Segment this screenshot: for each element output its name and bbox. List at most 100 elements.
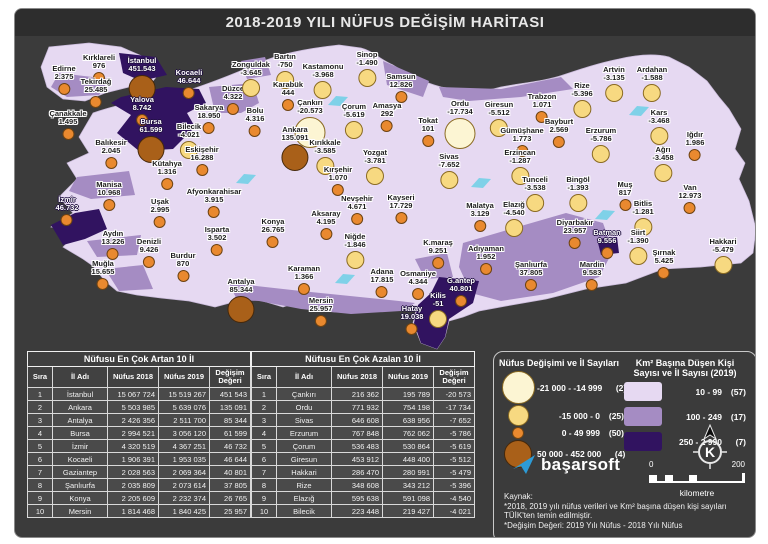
legend-range: 50 000 - 452 000 (537, 449, 602, 459)
province-marker: Amasya 292 (373, 102, 401, 132)
table-cell: 135 091 (209, 400, 251, 414)
table-cell: -20 573 (433, 387, 475, 401)
province-change-value: 12.826 (389, 80, 413, 89)
province-name: Ağrı (655, 145, 671, 154)
province-name: Trabzon (527, 92, 557, 101)
province-change-value: -1.846 (344, 240, 366, 249)
table-cell: 9 (27, 491, 53, 505)
table-row: 8 Şanlıurfa 2 035 809 2 073 614 37 805 (27, 478, 251, 492)
table-cell: Bursa (52, 426, 108, 440)
province-name: Kırklareli (82, 53, 116, 62)
province-name: Bingöl (566, 175, 590, 184)
province-circle (60, 214, 73, 226)
province-circle (654, 164, 672, 182)
table-cell: 85 344 (209, 413, 251, 427)
province-change-value: 5.425 (654, 256, 674, 265)
province-change-value: -3.968 (312, 70, 334, 79)
compass-letter: K (705, 444, 715, 460)
province-marker: Erzincan -1.287 (504, 148, 536, 185)
province-name: Afyonkarahisar (186, 187, 242, 196)
table-cell: 1 814 468 (107, 504, 159, 518)
legend-item: -15 000 - 0 (25) (499, 405, 624, 426)
legend-count: (25) (608, 410, 624, 421)
province-change-value: 1.773 (512, 134, 532, 143)
table-cell: 5 (27, 439, 53, 453)
table-title: Nüfusu En Çok Artan 10 İl (27, 351, 251, 367)
province-circle (619, 199, 631, 211)
province-name: İzmir (58, 195, 76, 204)
legend-range: 250 - 2 990 (678, 436, 722, 447)
province-name: Kırşehir (323, 165, 353, 174)
table-cell: Konya (52, 491, 108, 505)
basarsoft-logo-text: başarsoft (541, 455, 621, 474)
table-cell: 2 (251, 400, 277, 414)
source-line: *2018, 2019 yılı nüfus verileri ve Km² b… (504, 501, 727, 521)
province-change-value: -20.573 (297, 106, 323, 115)
province-name: Sakarya (194, 103, 224, 112)
column-header: İl Adı (52, 366, 108, 388)
province-name: Erzincan (504, 148, 536, 157)
table-cell: 3 (27, 413, 53, 427)
legend-title: Nüfus Değişimi ve İl Sayıları (499, 358, 620, 368)
table-cell: Erzurum (276, 426, 332, 440)
province-name: Şırnak (652, 248, 676, 257)
province-name: Ardahan (636, 65, 668, 74)
province-marker: Hatay 19.038 (401, 304, 423, 335)
province-marker: Antalya 85.344 (227, 278, 255, 323)
province-change-value: 976 (92, 61, 106, 70)
column-header: Nüfus 2018 (107, 366, 159, 388)
province-change-value: -1.390 (627, 236, 649, 245)
basarsoft-logo-icon (513, 455, 535, 474)
province-change-value: -7.652 (438, 160, 460, 169)
table-cell: Elazığ (276, 491, 332, 505)
province-circle (421, 135, 434, 147)
province-marker: Batman 9.556 (593, 229, 621, 259)
province-change-value: 18.950 (197, 111, 221, 120)
province-circle (366, 167, 384, 185)
legend-title: Km² Başına Düşen Kişi Sayısı ve İl Sayıs… (633, 358, 737, 378)
province-circle (411, 288, 424, 300)
province-name: Burdur (170, 251, 196, 260)
province-change-value: -1.588 (641, 73, 663, 82)
table-cell: 15 519 267 (158, 387, 210, 401)
table-cell: 5 503 985 (107, 400, 159, 414)
province-circle (568, 194, 587, 212)
province-name: Bitlis (633, 199, 653, 208)
province-change-value: 1.952 (476, 252, 496, 261)
province-circle (505, 219, 523, 237)
province-name: Van (683, 183, 697, 192)
province-change-value: -5.512 (488, 108, 510, 117)
province-marker: Kütahya 1.316 (152, 160, 182, 190)
table-cell: 2 028 563 (107, 465, 159, 479)
province-marker: Adıyaman 1.952 (468, 245, 504, 275)
source-line: Kaynak: (504, 492, 533, 501)
province-circle (510, 167, 529, 185)
scale-start: 0 (649, 460, 654, 469)
province-change-value: 3.502 (207, 233, 227, 242)
province-change-value: 817 (618, 188, 632, 197)
province-change-value: 25.485 (84, 85, 108, 94)
province-name: Eskişehir (185, 145, 219, 154)
province-marker: Sakarya 18.950 (194, 103, 224, 134)
table-cell: 2 511 700 (158, 413, 210, 427)
province-name: Şanlıurfa (514, 260, 548, 269)
province-change-value: -51 (432, 299, 444, 308)
province-name: Hatay (401, 304, 423, 313)
table-cell: Kocaeli (52, 452, 108, 466)
province-marker: Kastamonu -3.968 (303, 63, 343, 99)
north-arrow-pointer (702, 423, 718, 441)
province-marker: Malatya 3.129 (466, 202, 494, 232)
province-name: Gümüşhane (500, 126, 544, 135)
province-circle (266, 236, 279, 248)
table-top-decrease: Nüfusu En Çok Azalan 10 İl Sıra İl Adı Nüf… (251, 351, 475, 518)
province-circle (210, 244, 223, 256)
north-arrow: K (690, 423, 730, 477)
province-marker: Kayseri 17.729 (387, 194, 415, 224)
province-circle (490, 119, 508, 137)
province-name: Kütahya (152, 159, 182, 168)
province-circle (137, 136, 165, 163)
province-circle (128, 75, 156, 102)
table-cell: 4 (251, 426, 277, 440)
province-name: Tokat (418, 116, 438, 125)
province-change-value: -1.281 (632, 207, 654, 216)
